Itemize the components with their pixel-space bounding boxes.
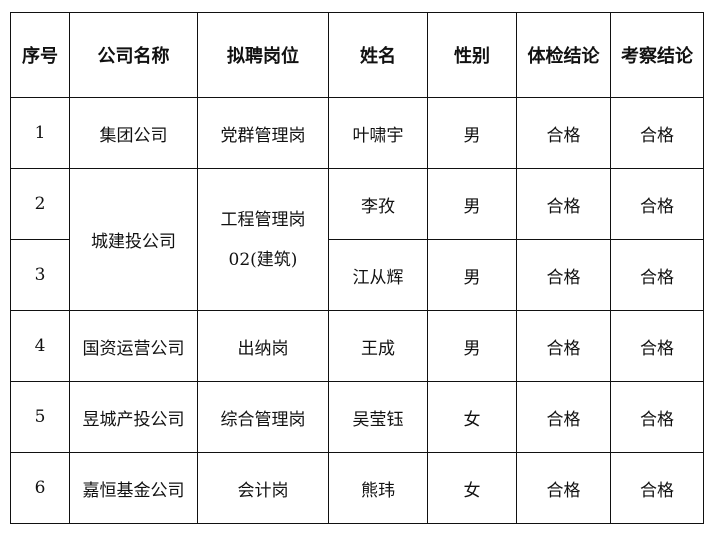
table-row: 6 嘉恒基金公司 会计岗 熊玮 女 合格 合格 <box>10 452 704 524</box>
results-table: 序号 公司名称 拟聘岗位 姓名 性别 体检结论 考察结论 1 集团公司 党群管理… <box>10 12 704 524</box>
cell-review: 合格 <box>610 168 704 240</box>
header-cell: 拟聘岗位 <box>197 12 329 98</box>
cell-company: 国资运营公司 <box>69 310 198 382</box>
header-cell: 体检结论 <box>516 12 611 98</box>
cell-gender: 女 <box>427 381 517 453</box>
position-line1: 工程管理岗 <box>220 209 306 230</box>
cell-no: 6 <box>10 452 70 524</box>
cell-position: 工程管理岗 02(建筑) <box>197 168 329 311</box>
header-cell: 姓名 <box>328 12 428 98</box>
cell-name: 吴莹钰 <box>328 381 428 453</box>
cell-position: 党群管理岗 <box>197 97 329 169</box>
cell-name: 叶啸宇 <box>328 97 428 169</box>
header-row: 序号 公司名称 拟聘岗位 姓名 性别 体检结论 考察结论 <box>10 12 704 98</box>
cell-no: 5 <box>10 381 70 453</box>
cell-exam: 合格 <box>516 97 611 169</box>
cell-gender: 女 <box>427 452 517 524</box>
cell-exam: 合格 <box>516 239 611 311</box>
cell-gender: 男 <box>427 310 517 382</box>
cell-name: 熊玮 <box>328 452 428 524</box>
cell-company: 昱城产投公司 <box>69 381 198 453</box>
cell-exam: 合格 <box>516 452 611 524</box>
position-line2: 02(建筑) <box>228 249 298 270</box>
cell-no: 3 <box>10 239 70 311</box>
cell-review: 合格 <box>610 381 704 453</box>
cell-name: 李孜 <box>328 168 428 240</box>
table-row: 2 城建投公司 工程管理岗 02(建筑) 李孜 男 合格 合格 <box>10 168 704 311</box>
header-cell: 序号 <box>10 12 70 98</box>
cell-company: 嘉恒基金公司 <box>69 452 198 524</box>
cell-exam: 合格 <box>516 310 611 382</box>
cell-position: 出纳岗 <box>197 310 329 382</box>
header-cell: 考察结论 <box>610 12 704 98</box>
cell-exam: 合格 <box>516 168 611 240</box>
header-cell: 性别 <box>427 12 517 98</box>
cell-no: 1 <box>10 97 70 169</box>
cell-no: 4 <box>10 310 70 382</box>
table-row: 1 集团公司 党群管理岗 叶啸宇 男 合格 合格 <box>10 97 704 169</box>
cell-gender: 男 <box>427 168 517 240</box>
cell-exam: 合格 <box>516 381 611 453</box>
table-row: 5 昱城产投公司 综合管理岗 吴莹钰 女 合格 合格 <box>10 381 704 453</box>
cell-review: 合格 <box>610 239 704 311</box>
cell-position: 综合管理岗 <box>197 381 329 453</box>
cell-gender: 男 <box>427 239 517 311</box>
cell-no: 2 <box>10 168 70 240</box>
cell-company: 城建投公司 <box>69 168 198 311</box>
cell-name: 王成 <box>328 310 428 382</box>
header-cell: 公司名称 <box>69 12 198 98</box>
cell-company: 集团公司 <box>69 97 198 169</box>
cell-review: 合格 <box>610 310 704 382</box>
cell-review: 合格 <box>610 452 704 524</box>
cell-review: 合格 <box>610 97 704 169</box>
table-row: 4 国资运营公司 出纳岗 王成 男 合格 合格 <box>10 310 704 382</box>
cell-position: 会计岗 <box>197 452 329 524</box>
cell-gender: 男 <box>427 97 517 169</box>
cell-name: 江从辉 <box>328 239 428 311</box>
table-row: 3 江从辉 男 合格 合格 <box>10 239 704 311</box>
